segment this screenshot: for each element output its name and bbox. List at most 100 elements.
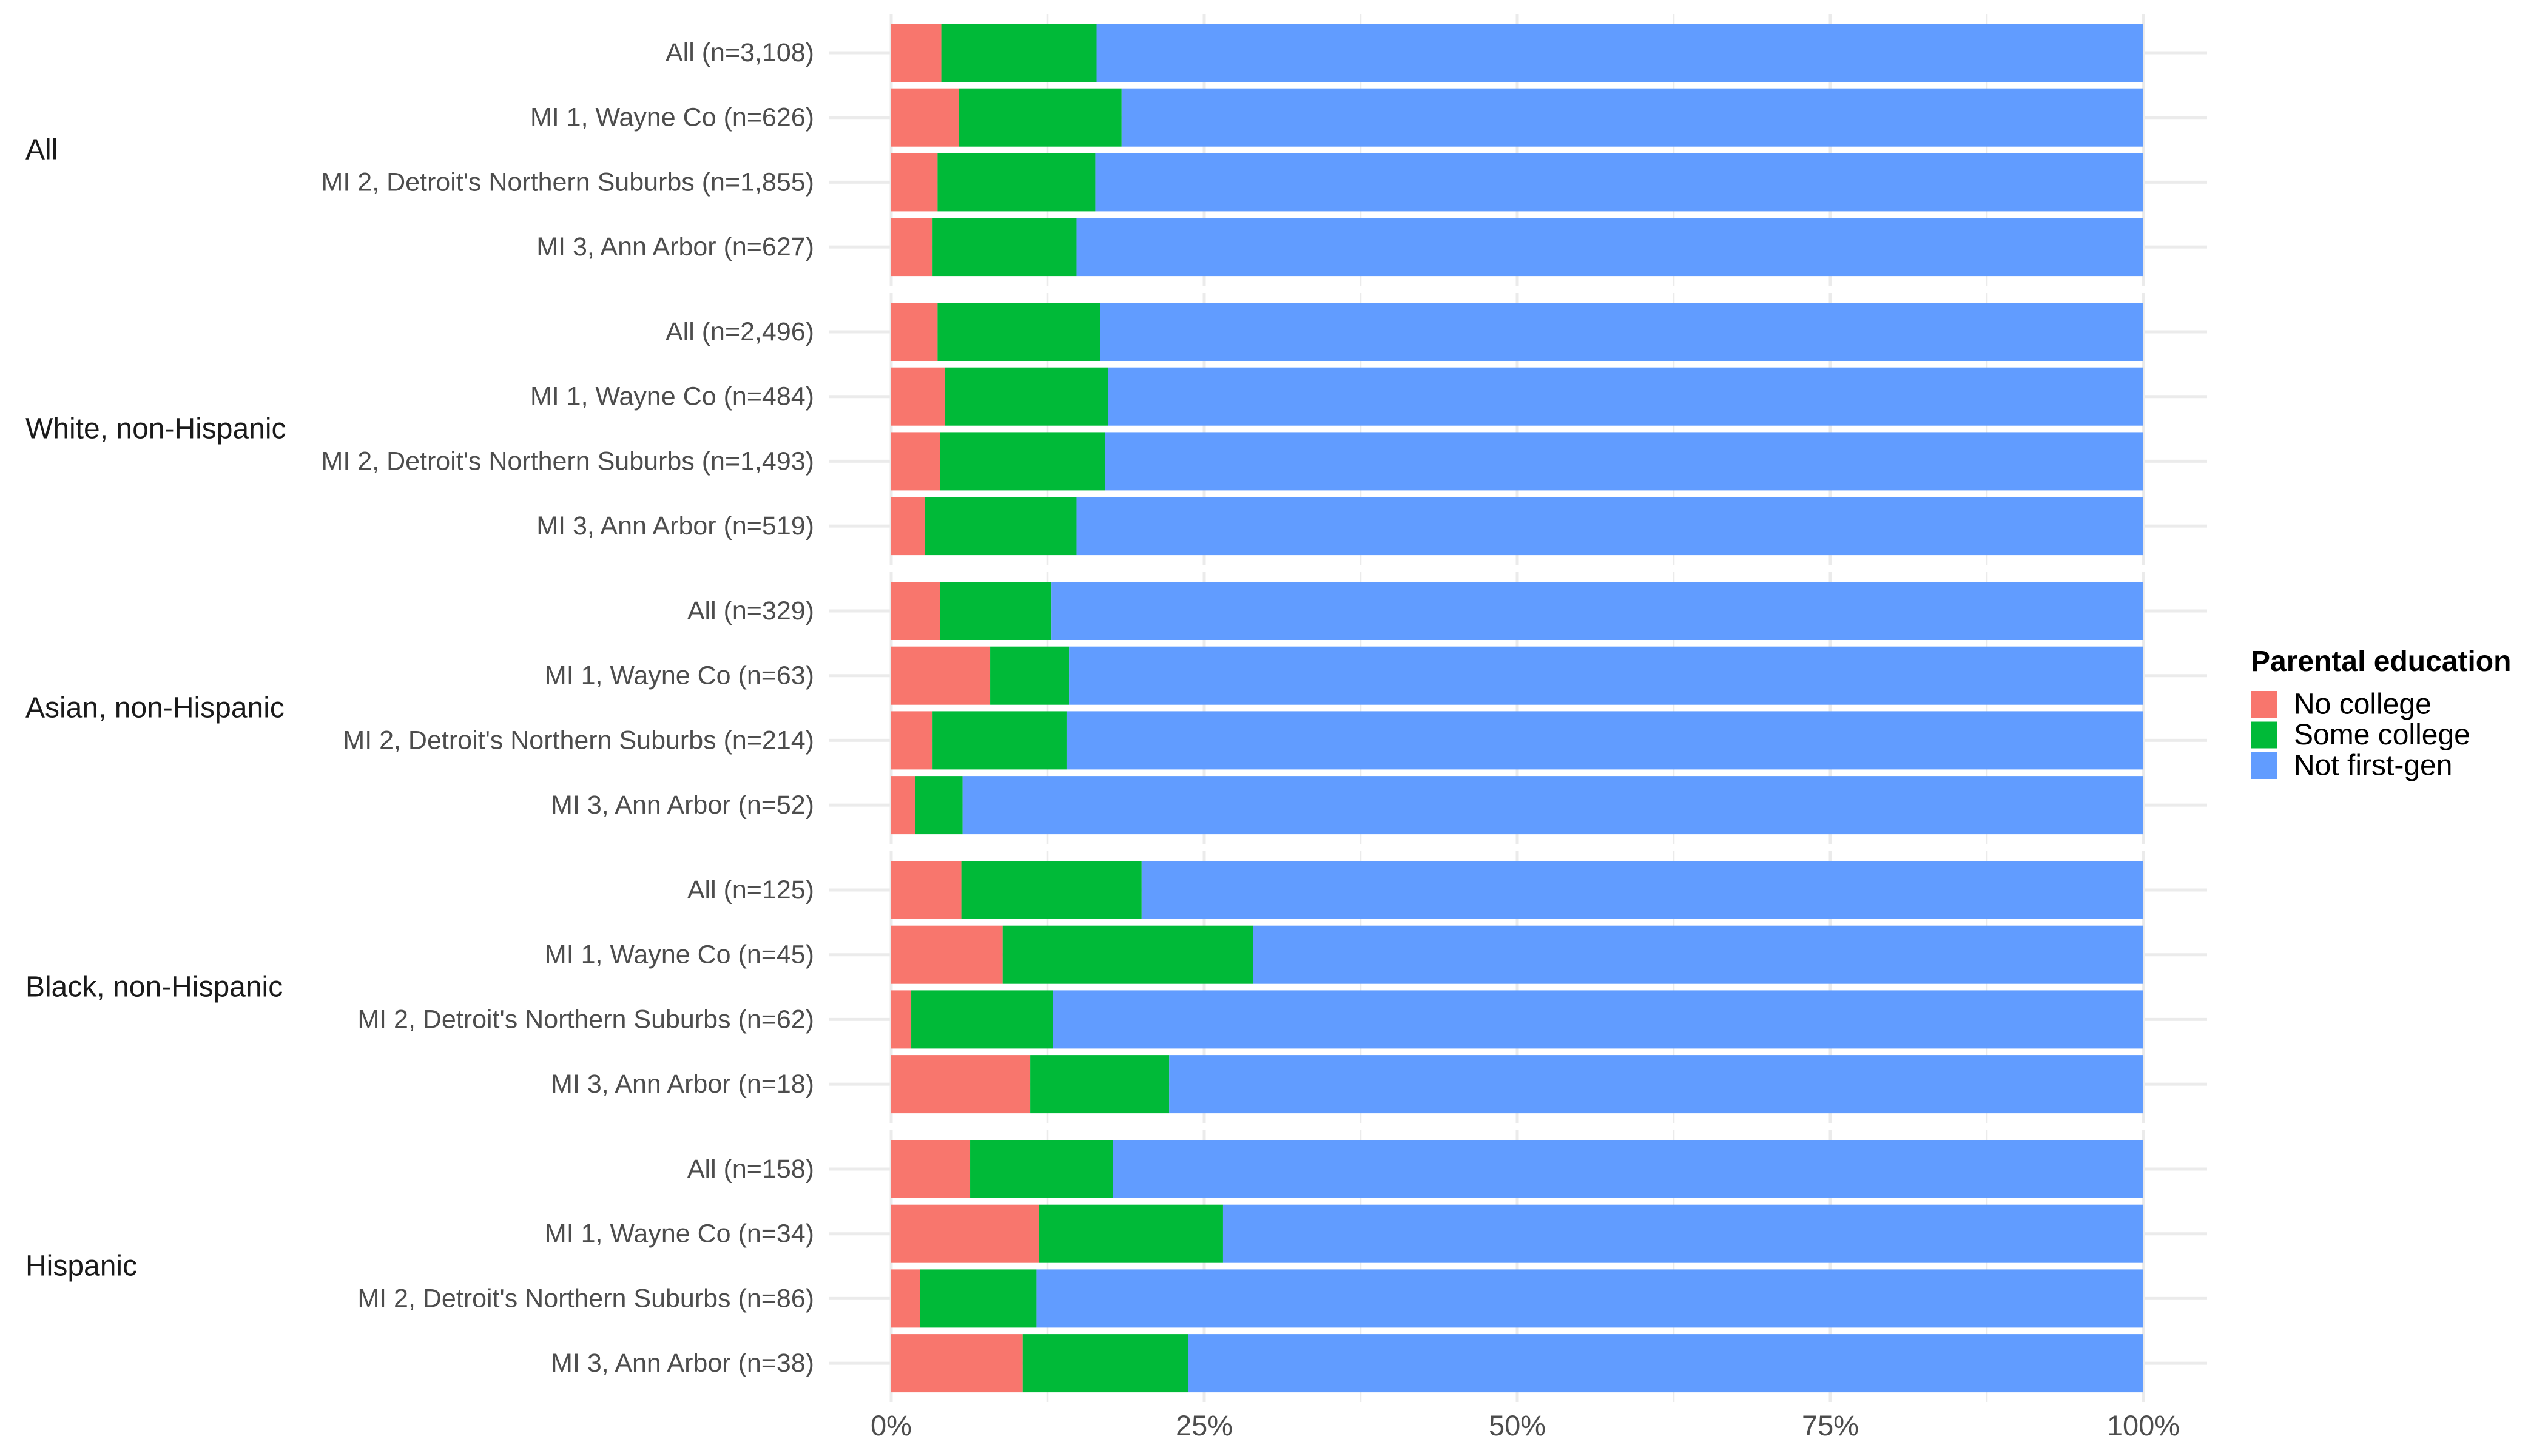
- x-tick-label: 25%: [1176, 1409, 1233, 1441]
- group-label: All: [25, 134, 58, 166]
- bar-segment-no-college: [891, 646, 991, 705]
- bar-segment-some-college: [961, 861, 1142, 919]
- bar-segment-some-college: [920, 1269, 1037, 1328]
- bar-segment-no-college: [891, 303, 938, 361]
- group-label: Black, non-Hispanic: [25, 971, 283, 1003]
- bar-segment-not-first-gen: [1105, 432, 2143, 491]
- bar-segment-some-college: [940, 582, 1052, 640]
- row-label: MI 1, Wayne Co (n=626): [530, 103, 814, 132]
- legend-title: Parental education: [2251, 645, 2511, 678]
- bar-row: [891, 711, 2143, 770]
- bar-row: [891, 153, 2143, 212]
- bar-segment-not-first-gen: [1222, 1204, 2143, 1263]
- bar-segment-some-college: [940, 432, 1105, 491]
- row-label: All (n=2,496): [666, 317, 814, 346]
- legend-swatch: [2251, 721, 2277, 749]
- bar-segment-not-first-gen: [1095, 153, 2143, 212]
- chart-bars: [891, 24, 2143, 1393]
- bar-row: [891, 925, 2143, 984]
- row-label: All (n=125): [687, 875, 814, 905]
- bar-segment-no-college: [891, 582, 940, 640]
- bar-segment-some-college: [932, 218, 1077, 277]
- bar-segment-no-college: [891, 88, 959, 147]
- bar-row: [891, 303, 2143, 361]
- row-label: MI 2, Detroit's Northern Suburbs (n=86): [357, 1284, 814, 1313]
- bar-segment-no-college: [891, 925, 1003, 984]
- bar-segment-some-college: [937, 303, 1100, 361]
- bar-segment-no-college: [891, 1140, 971, 1198]
- bar-segment-no-college: [891, 861, 962, 919]
- row-label: MI 1, Wayne Co (n=45): [545, 940, 814, 969]
- bar-row: [891, 1204, 2143, 1263]
- bar-segment-no-college: [891, 367, 945, 426]
- bar-segment-some-college: [911, 990, 1053, 1049]
- bar-segment-some-college: [941, 24, 1097, 82]
- bar-segment-no-college: [891, 1055, 1031, 1114]
- x-tick-label: 0%: [871, 1409, 912, 1441]
- group-label: White, non-Hispanic: [25, 413, 286, 445]
- bar-segment-not-first-gen: [1096, 24, 2143, 82]
- bar-segment-some-college: [945, 367, 1108, 426]
- bar-row: [891, 88, 2143, 147]
- row-label: MI 3, Ann Arbor (n=627): [536, 232, 814, 261]
- row-label: MI 1, Wayne Co (n=63): [545, 661, 814, 690]
- bar-segment-some-college: [1030, 1055, 1170, 1114]
- group-labels: All White, non-Hispanic Asian, non-Hispani…: [25, 134, 286, 1282]
- x-tick-label: 75%: [1802, 1409, 1859, 1441]
- bar-row: [891, 432, 2143, 491]
- bar-row: [891, 990, 2143, 1049]
- legend-swatch: [2251, 752, 2277, 779]
- bar-segment-not-first-gen: [1113, 1140, 2143, 1198]
- bar-segment-not-first-gen: [1053, 990, 2143, 1049]
- bar-segment-some-college: [959, 88, 1122, 147]
- bar-segment-not-first-gen: [1121, 88, 2143, 147]
- bar-segment-not-first-gen: [1069, 646, 2143, 705]
- legend-item: Some college: [2251, 719, 2470, 751]
- row-labels: All (n=3,108) MI 1, Wayne Co (n=626) MI 2,…: [322, 38, 814, 1378]
- bar-row: [891, 1055, 2143, 1114]
- bar-segment-not-first-gen: [1169, 1055, 2143, 1114]
- bar-segment-no-college: [891, 1204, 1039, 1263]
- x-tick-label: 100%: [2107, 1409, 2180, 1441]
- bar-segment-some-college: [990, 646, 1070, 705]
- row-label: MI 3, Ann Arbor (n=18): [551, 1070, 814, 1099]
- row-label: MI 2, Detroit's Northern Suburbs (n=1,85…: [322, 167, 814, 197]
- bar-segment-no-college: [891, 24, 942, 82]
- bar-segment-some-college: [1039, 1204, 1223, 1263]
- row-label: All (n=158): [687, 1154, 814, 1184]
- bar-row: [891, 24, 2143, 82]
- bar-segment-not-first-gen: [1036, 1269, 2143, 1328]
- bar-segment-not-first-gen: [1141, 861, 2143, 919]
- bar-segment-no-college: [891, 1269, 920, 1328]
- bar-segment-not-first-gen: [1253, 925, 2143, 984]
- row-label: MI 2, Detroit's Northern Suburbs (n=62): [357, 1005, 814, 1034]
- bar-segment-not-first-gen: [1076, 497, 2143, 556]
- bar-segment-not-first-gen: [1108, 367, 2143, 426]
- bar-segment-some-college: [932, 711, 1067, 770]
- bar-segment-no-college: [891, 776, 915, 835]
- bar-segment-some-college: [925, 497, 1077, 556]
- legend-item: No college: [2251, 689, 2432, 721]
- row-label: MI 1, Wayne Co (n=484): [530, 382, 814, 411]
- bar-segment-some-college: [915, 776, 963, 835]
- bar-row: [891, 582, 2143, 640]
- bar-row: [891, 646, 2143, 705]
- bar-row: [891, 497, 2143, 556]
- bar-row: [891, 861, 2143, 919]
- bar-row: [891, 367, 2143, 426]
- row-label: All (n=3,108): [666, 38, 814, 67]
- row-label: MI 3, Ann Arbor (n=38): [551, 1349, 814, 1378]
- bar-segment-some-college: [937, 153, 1096, 212]
- bar-row: [891, 1269, 2143, 1328]
- bar-segment-some-college: [970, 1140, 1113, 1198]
- x-tick-label: 50%: [1489, 1409, 1546, 1441]
- bar-segment-no-college: [891, 497, 925, 556]
- bar-segment-no-college: [891, 218, 933, 277]
- bar-segment-no-college: [891, 432, 940, 491]
- bar-segment-not-first-gen: [1188, 1334, 2143, 1393]
- bar-segment-not-first-gen: [1066, 711, 2143, 770]
- bar-segment-not-first-gen: [1076, 218, 2143, 277]
